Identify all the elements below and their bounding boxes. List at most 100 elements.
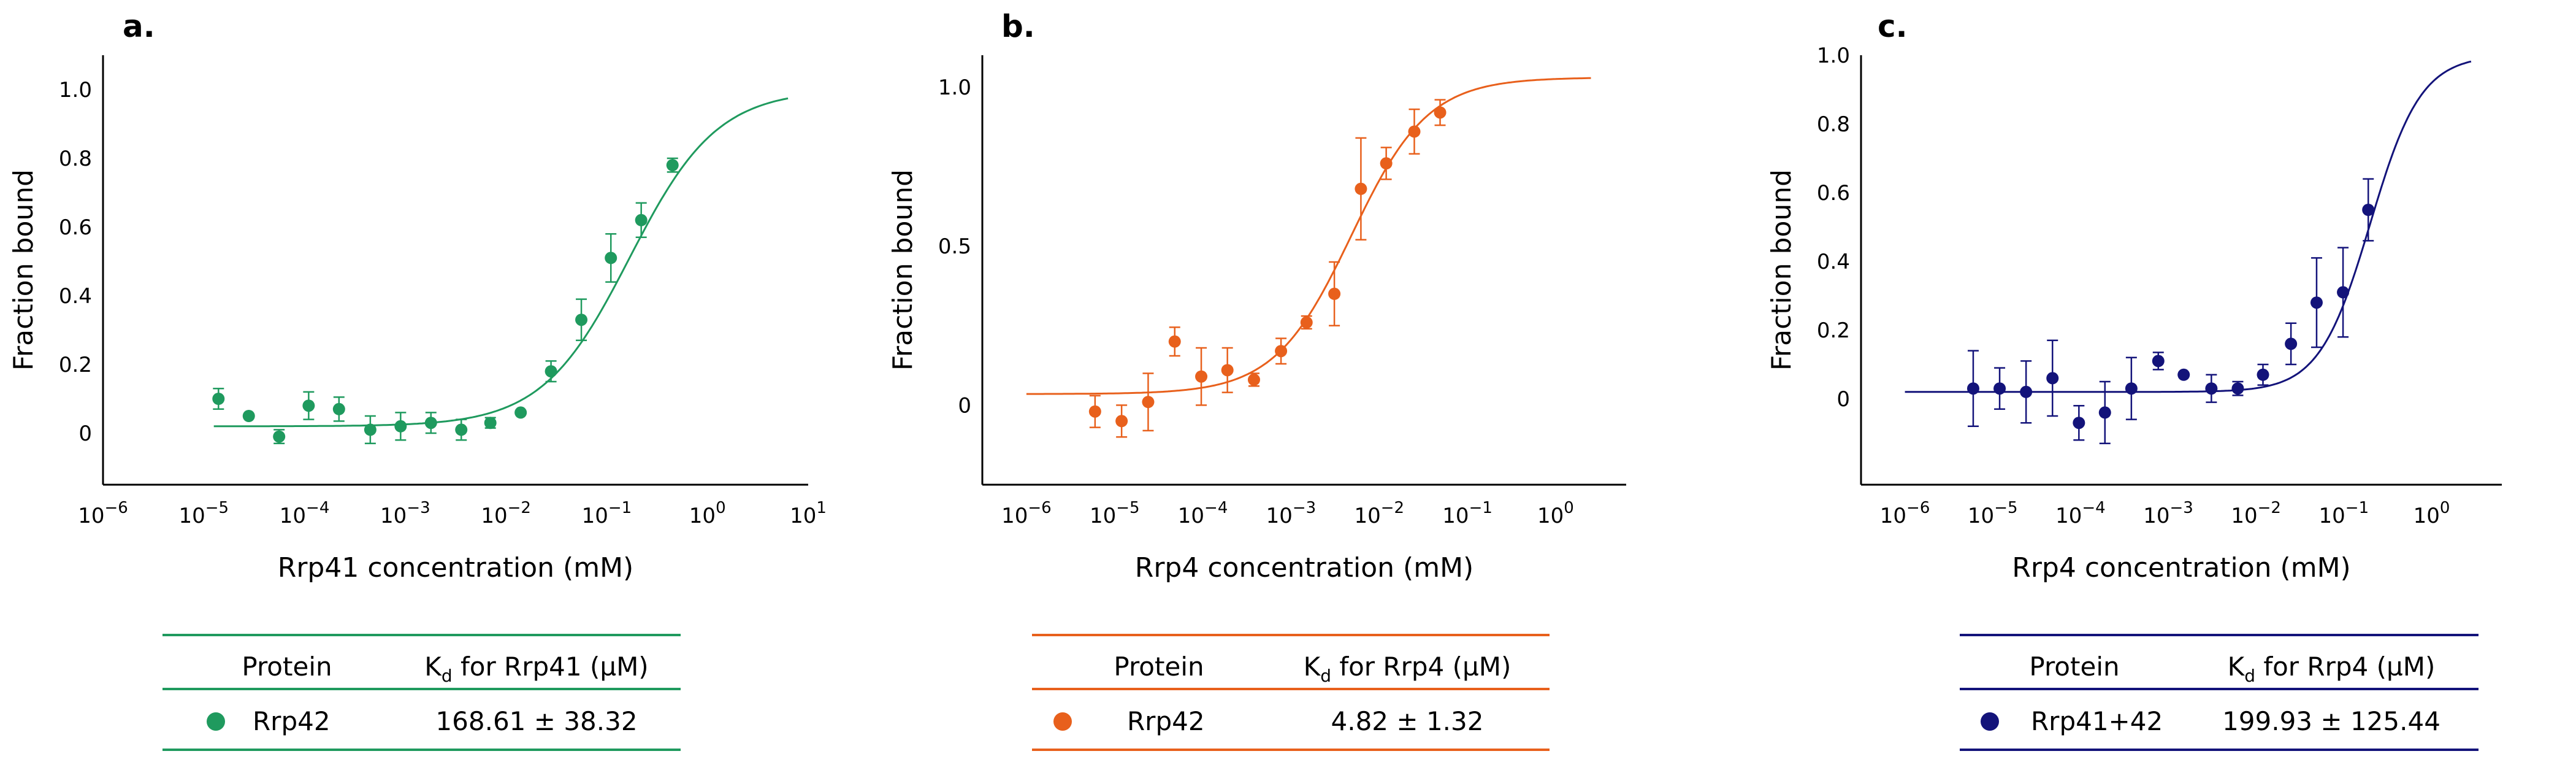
table-kd-value: 199.93 ± 125.44 bbox=[2222, 706, 2440, 736]
x-tick-base: 10 bbox=[2231, 504, 2257, 528]
x-tick-exponent: −1 bbox=[608, 499, 632, 517]
data-point bbox=[1275, 345, 1288, 358]
x-tick-exponent: −6 bbox=[104, 499, 128, 517]
x-tick-exponent: −5 bbox=[1994, 499, 2017, 517]
x-tick-exponent: −6 bbox=[1906, 499, 1930, 517]
data-point bbox=[2285, 337, 2298, 350]
x-tick-exponent: 1 bbox=[816, 499, 827, 517]
x-tick-label: 10−2 bbox=[481, 499, 531, 528]
x-tick-label: 10−5 bbox=[1968, 499, 2018, 528]
x-tick-exponent: 0 bbox=[716, 499, 726, 517]
data-point bbox=[242, 410, 255, 422]
y-tick-label: 1.0 bbox=[1817, 44, 1850, 68]
y-tick-label: 1.0 bbox=[59, 78, 92, 102]
x-tick-base: 10 bbox=[78, 504, 104, 528]
kd-header-rest: for Rrp4 (µM) bbox=[2255, 652, 2435, 682]
x-tick-base: 10 bbox=[1266, 504, 1293, 528]
y-tick-label: 0 bbox=[1836, 387, 1850, 412]
x-axis-label: Rrp41 concentration (mM) bbox=[278, 552, 633, 583]
data-point bbox=[424, 417, 437, 429]
x-tick-exponent: −4 bbox=[2082, 499, 2105, 517]
x-tick-base: 10 bbox=[1090, 504, 1116, 528]
y-tick-label: 0.2 bbox=[1817, 318, 1850, 343]
x-tick-label: 10−6 bbox=[78, 499, 128, 528]
x-axis-label: Rrp4 concentration (mM) bbox=[2012, 552, 2350, 583]
x-tick-exponent: −6 bbox=[1028, 499, 1051, 517]
y-tick-label: 0.6 bbox=[1817, 181, 1850, 206]
x-tick-base: 10 bbox=[790, 504, 816, 528]
data-point bbox=[1328, 287, 1341, 300]
data-point bbox=[394, 420, 407, 433]
x-tick-base: 10 bbox=[481, 504, 507, 528]
y-tick-label: 0.5 bbox=[938, 234, 971, 259]
x-tick-base: 10 bbox=[1001, 504, 1028, 528]
data-point bbox=[1300, 316, 1313, 329]
x-tick-base: 10 bbox=[2143, 504, 2169, 528]
kd-value: 199.93 bbox=[2222, 706, 2312, 736]
kd-error: 125.44 bbox=[2350, 706, 2440, 736]
x-tick-label: 10−1 bbox=[582, 499, 632, 528]
data-point bbox=[1115, 415, 1128, 428]
x-tick-label: 101 bbox=[790, 499, 827, 528]
legend-marker bbox=[1053, 712, 1072, 731]
data-point bbox=[1434, 106, 1447, 119]
kd-table: Protein Kd for Rrp4 (µM) Rrp41+42 199.93 ± … bbox=[1960, 634, 2479, 751]
x-tick-base: 10 bbox=[178, 504, 205, 528]
table-kd-value: 168.61 ± 38.32 bbox=[435, 706, 637, 736]
kd-header-rest: for Rrp4 (µM) bbox=[1331, 652, 1511, 682]
kd-symbol: K bbox=[424, 652, 442, 682]
table-protein-name: Rrp42 bbox=[1127, 706, 1205, 736]
x-tick-label: 10−6 bbox=[1880, 499, 1930, 528]
panel-label: b. bbox=[1001, 9, 1035, 44]
kd-value: 168.61 bbox=[435, 706, 526, 736]
table-header-kd: Kd for Rrp4 (µM) bbox=[2228, 652, 2436, 686]
data-point bbox=[2231, 382, 2244, 395]
data-point bbox=[1966, 382, 1979, 395]
x-tick-label: 10−4 bbox=[1178, 499, 1228, 528]
table-kd-value: 4.82 ± 1.32 bbox=[1331, 706, 1484, 736]
legend-marker bbox=[207, 712, 225, 731]
data-point bbox=[273, 430, 286, 443]
data-point bbox=[1088, 405, 1101, 418]
x-tick-base: 10 bbox=[380, 504, 407, 528]
plus-minus-sign: ± bbox=[2320, 706, 2342, 736]
x-tick-exponent: −5 bbox=[205, 499, 229, 517]
kd-table: Protein Kd for Rrp4 (µM) Rrp42 4.82 ± 1.32 bbox=[1032, 634, 1550, 751]
y-tick-label: 0 bbox=[958, 393, 971, 418]
x-tick-label: 100 bbox=[689, 499, 726, 528]
kd-space bbox=[556, 706, 564, 736]
x-tick-base: 10 bbox=[2414, 504, 2440, 528]
x-tick-label: 10−4 bbox=[2055, 499, 2106, 528]
x-tick-exponent: 0 bbox=[1564, 499, 1574, 517]
x-tick-exponent: −2 bbox=[508, 499, 531, 517]
kd-table: Protein Kd for Rrp41 (µM) Rrp42 168.61 ± 38… bbox=[162, 634, 681, 751]
data-point bbox=[1355, 182, 1367, 195]
table-header-kd: Kd for Rrp41 (µM) bbox=[424, 652, 648, 686]
data-point bbox=[635, 214, 648, 226]
chart-panel-2: b.00.51.010−6 10−5 10−4 10−3 10−2 10−1 100Rrp4… bbox=[887, 9, 1626, 751]
y-tick-label: 0.6 bbox=[59, 215, 92, 240]
x-tick-label: 10−1 bbox=[1442, 499, 1492, 528]
data-point bbox=[1380, 157, 1393, 170]
data-point bbox=[332, 402, 345, 415]
data-point bbox=[1221, 364, 1234, 377]
x-tick-label: 10−5 bbox=[178, 499, 229, 528]
kd-subscript: d bbox=[1320, 666, 1331, 686]
y-tick-label: 0 bbox=[78, 422, 92, 446]
kd-error: 1.32 bbox=[1426, 706, 1484, 736]
data-point bbox=[1195, 370, 1208, 383]
chart-panel-3: c.00.20.40.60.81.010−6 10−5 10−4 10−3 10−2 10… bbox=[1766, 9, 2502, 751]
x-tick-label: 100 bbox=[1537, 499, 1574, 528]
x-tick-base: 10 bbox=[1537, 504, 1564, 528]
kd-space bbox=[2312, 706, 2320, 736]
table-protein-name: Rrp42 bbox=[253, 706, 331, 736]
data-point bbox=[1408, 125, 1421, 138]
y-tick-label: 0.8 bbox=[1817, 112, 1850, 137]
data-point bbox=[212, 393, 225, 405]
kd-symbol: K bbox=[1304, 652, 1321, 682]
y-tick-label: 0.4 bbox=[59, 284, 92, 309]
x-tick-exponent: −5 bbox=[1116, 499, 1139, 517]
x-tick-base: 10 bbox=[1442, 504, 1469, 528]
y-tick-label: 0.8 bbox=[59, 147, 92, 171]
